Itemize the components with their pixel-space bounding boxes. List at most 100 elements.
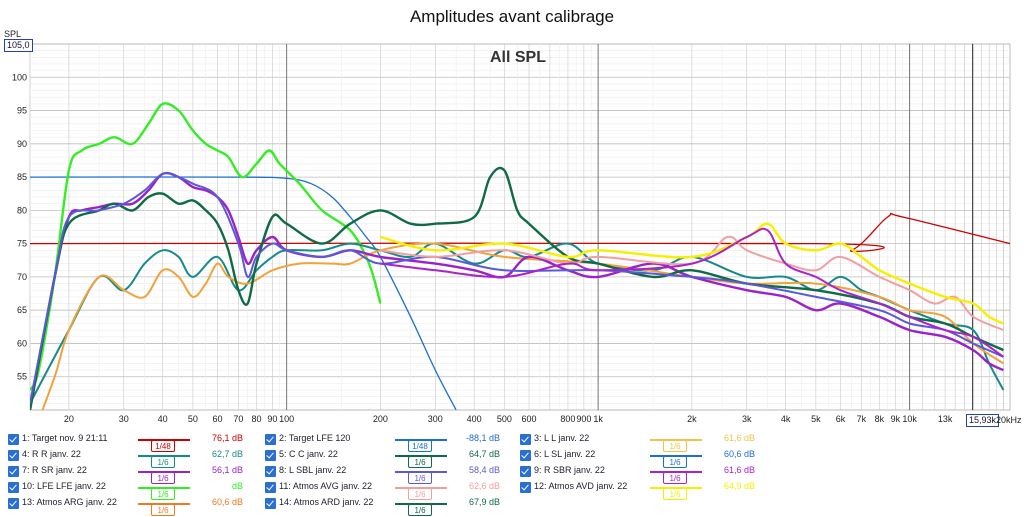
legend-checkbox[interactable] — [265, 498, 276, 509]
smoothing-button[interactable]: 1/6 — [408, 504, 432, 516]
legend-value: 60,6 dB — [723, 449, 755, 459]
y-cursor-readout[interactable]: 105,0 — [4, 39, 33, 52]
legend-label: 12: Atmos AVD janv. 22 — [534, 481, 628, 491]
smoothing-button[interactable]: 1/6 — [408, 456, 432, 468]
smoothing-button[interactable]: 1/48 — [151, 440, 175, 452]
legend-checkbox[interactable] — [8, 482, 19, 493]
legend-item[interactable]: 5: C C janv. 22 1/6 64,7 dB — [265, 448, 515, 468]
legend-label: 5: C C janv. 22 — [279, 449, 338, 459]
legend-value: 60,6 dB — [211, 497, 243, 507]
series-line-11[interactable] — [380, 227, 1004, 358]
legend-label: 4: R R janv. 22 — [22, 449, 81, 459]
x-axis-end-label: 20kHz — [996, 415, 1022, 425]
smoothing-button[interactable]: 1/6 — [663, 456, 687, 468]
smoothing-button[interactable]: 1/6 — [151, 504, 175, 516]
x-tick-label: 70 — [233, 414, 243, 424]
legend-item[interactable]: 2: Target LFE 120 1/48 -88,1 dB — [265, 432, 515, 452]
legend-label: 14: Atmos ARD janv. 22 — [279, 497, 374, 507]
series-line-10[interactable] — [380, 222, 1004, 325]
x-tick-label: 7k — [857, 414, 867, 424]
legend-color-swatch: 1/6 — [395, 503, 447, 516]
legend-value: 61,6 dB — [723, 433, 755, 443]
legend-color-swatch: 1/6 — [138, 455, 190, 468]
legend-label: 3: L L janv. 22 — [534, 433, 590, 443]
grid — [29, 43, 1011, 411]
x-tick-label: 90 — [267, 414, 277, 424]
legend-item[interactable]: 9: R SBR janv. 22 1/6 61,6 dB — [520, 464, 770, 484]
x-cursor-readout[interactable]: 15,93k — [966, 414, 1000, 427]
legend-checkbox[interactable] — [8, 434, 19, 445]
legend-item[interactable]: 13: Atmos ARG janv. 22 1/6 60,6 dB — [8, 496, 258, 516]
series-line-1[interactable] — [30, 212, 1010, 253]
smoothing-button[interactable]: 1/6 — [151, 472, 175, 484]
smoothing-button[interactable]: 1/6 — [151, 456, 175, 468]
legend-value: 76,1 dB — [211, 433, 243, 443]
legend-item[interactable]: 3: L L janv. 22 1/6 61,6 dB — [520, 432, 770, 452]
smoothing-button[interactable]: 1/6 — [663, 440, 687, 452]
legend-item[interactable]: 6: L SL janv. 22 1/6 60,6 dB — [520, 448, 770, 468]
x-tick-label: 9k — [891, 414, 901, 424]
x-tick-label: 60 — [213, 414, 223, 424]
legend-checkbox[interactable] — [265, 482, 276, 493]
series-line-2[interactable] — [30, 176, 457, 410]
legend-item[interactable]: 14: Atmos ARD janv. 22 1/6 67,9 dB — [265, 496, 515, 516]
legend-label: 11: Atmos AVG janv. 22 — [279, 481, 373, 491]
legend-color-swatch: 1/6 — [138, 471, 190, 484]
smoothing-button[interactable]: 1/6 — [408, 488, 432, 500]
legend-value: 64,9 dB — [723, 481, 755, 491]
plot-area[interactable] — [29, 43, 1011, 411]
legend-color-swatch: 1/6 — [650, 439, 702, 452]
y-tick-label: 55 — [17, 372, 27, 382]
legend-color-swatch: 1/6 — [395, 455, 447, 468]
legend-color-swatch: 1/6 — [395, 471, 447, 484]
legend-checkbox[interactable] — [520, 466, 531, 477]
legend-checkbox[interactable] — [265, 450, 276, 461]
x-tick-label: 20 — [64, 414, 74, 424]
legend-value: 67,9 dB — [468, 497, 500, 507]
smoothing-button[interactable]: 1/6 — [663, 488, 687, 500]
legend-checkbox[interactable] — [8, 450, 19, 461]
x-tick-label: 3k — [742, 414, 752, 424]
y-tick-label: 65 — [17, 305, 27, 315]
y-tick-label: 80 — [17, 205, 27, 215]
frequency-response-chart: Amplitudes avant calibrage 55 60 65 70 75 80 8… — [4, 7, 1011, 424]
legend-label: 6: L SL janv. 22 — [534, 449, 596, 459]
x-tick-label: 80 — [251, 414, 261, 424]
legend-checkbox[interactable] — [8, 498, 19, 509]
legend-item[interactable]: 10: LFE LFE janv. 22 1/6 dB — [8, 480, 258, 500]
smoothing-button[interactable]: 1/6 — [151, 488, 175, 500]
legend-item[interactable]: 12: Atmos AVD janv. 22 1/6 64,9 dB — [520, 480, 770, 500]
x-tick-label: 100 — [279, 414, 294, 424]
legend-color-swatch: 1/48 — [138, 439, 190, 452]
x-tick-label: 13k — [938, 414, 953, 424]
x-tick-label: 600 — [522, 414, 537, 424]
x-tick-label: 10k — [902, 414, 917, 424]
y-tick-label: 70 — [17, 272, 27, 282]
legend-item[interactable]: 1: Target nov. 9 21:11 1/48 76,1 dB — [8, 432, 258, 452]
legend-checkbox[interactable] — [8, 466, 19, 477]
x-tick-label: 30 — [119, 414, 129, 424]
chart-subtitle: All SPL — [490, 49, 546, 66]
x-tick-label: 2k — [687, 414, 697, 424]
smoothing-button[interactable]: 1/48 — [408, 440, 432, 452]
legend-item[interactable]: 8: L SBL janv. 22 1/6 58,4 dB — [265, 464, 515, 484]
smoothing-button[interactable]: 1/6 — [408, 472, 432, 484]
series-line-8[interactable] — [30, 172, 1004, 404]
legend-label: 13: Atmos ARG janv. 22 — [22, 497, 117, 507]
series-line-3[interactable] — [30, 102, 382, 391]
legend-checkbox[interactable] — [520, 450, 531, 461]
legend-item[interactable]: 4: R R janv. 22 1/6 62,7 dB — [8, 448, 258, 468]
legend-label: 1: Target nov. 9 21:11 — [22, 433, 108, 443]
smoothing-button[interactable]: 1/6 — [663, 472, 687, 484]
legend-checkbox[interactable] — [265, 466, 276, 477]
legend-label: 2: Target LFE 120 — [279, 433, 351, 443]
legend-checkbox[interactable] — [520, 434, 531, 445]
legend-item[interactable]: 11: Atmos AVG janv. 22 1/6 62,6 dB — [265, 480, 515, 500]
legend-color-swatch: 1/6 — [650, 455, 702, 468]
legend-checkbox[interactable] — [265, 434, 276, 445]
legend-item[interactable]: 7: R SR janv. 22 1/6 56,1 dB — [8, 464, 258, 484]
y-axis-label: SPL — [4, 29, 21, 39]
x-tick-label: 400 — [467, 414, 482, 424]
legend-checkbox[interactable] — [520, 482, 531, 493]
series-line-9[interactable] — [380, 235, 1004, 332]
